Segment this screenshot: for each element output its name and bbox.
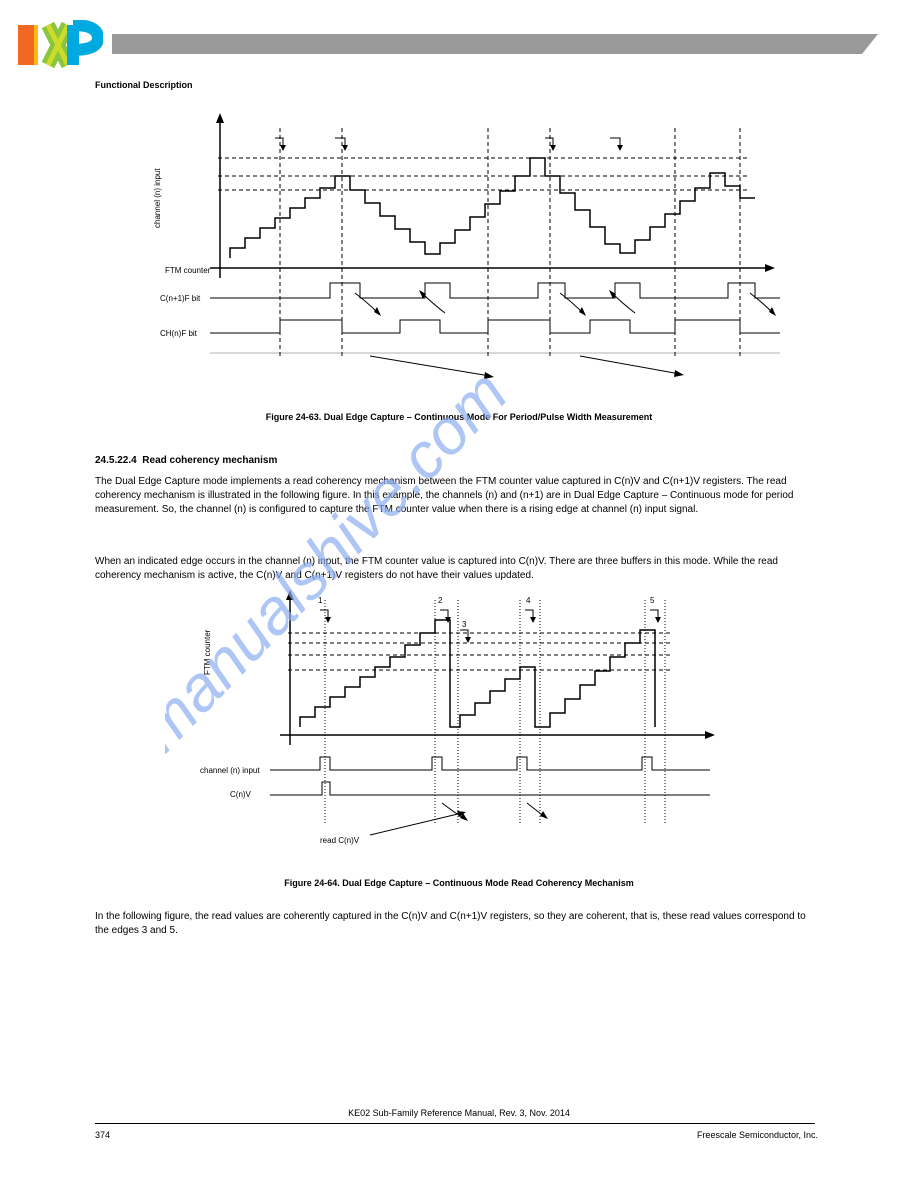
footer-company: Freescale Semiconductor, Inc. xyxy=(697,1130,818,1140)
figure-24-63: channel (n) input FTM counter C(n+1)F bi… xyxy=(150,98,790,398)
svg-text:4: 4 xyxy=(526,596,531,605)
svg-text:2: 2 xyxy=(438,596,443,605)
svg-text:FTM counter: FTM counter xyxy=(165,266,211,275)
section-title-text: Read coherency mechanism xyxy=(142,455,277,466)
figure-24-64: 1 2 3 4 5 FTM counter channel (n) input … xyxy=(190,575,750,865)
figure-64-caption: Figure 24-64. Dual Edge Capture – Contin… xyxy=(0,878,918,888)
section1-body1: The Dual Edge Capture mode implements a … xyxy=(95,475,815,517)
nxp-logo xyxy=(18,20,103,70)
svg-text:5: 5 xyxy=(650,596,655,605)
section2-body: In the following figure, the read values… xyxy=(95,910,815,938)
svg-text:C(n)V: C(n)V xyxy=(230,790,252,799)
section1-body2: When an indicated edge occurs in the cha… xyxy=(95,555,815,583)
figure-63-caption: Figure 24-63. Dual Edge Capture – Contin… xyxy=(0,412,918,422)
svg-text:FTM counter: FTM counter xyxy=(203,629,212,675)
svg-text:channel (n) input: channel (n) input xyxy=(200,766,260,775)
svg-text:CH(n)F bit: CH(n)F bit xyxy=(160,329,198,338)
header-bar xyxy=(112,34,862,54)
svg-text:channel (n) input: channel (n) input xyxy=(153,168,162,228)
footer-page: 374 xyxy=(95,1130,110,1140)
svg-text:read C(n)V: read C(n)V xyxy=(320,836,360,845)
section-number: 24.5.22.4 Read coherency mechanism xyxy=(95,455,277,466)
footer-rule xyxy=(95,1123,815,1124)
section-header: Functional Description xyxy=(95,80,193,90)
svg-text:1: 1 xyxy=(318,596,323,605)
section-num-text: 24.5.22.4 xyxy=(95,455,137,466)
footer-doc-title: KE02 Sub-Family Reference Manual, Rev. 3… xyxy=(0,1108,918,1118)
svg-text:C(n+1)F bit: C(n+1)F bit xyxy=(160,294,201,303)
svg-text:3: 3 xyxy=(462,620,467,629)
